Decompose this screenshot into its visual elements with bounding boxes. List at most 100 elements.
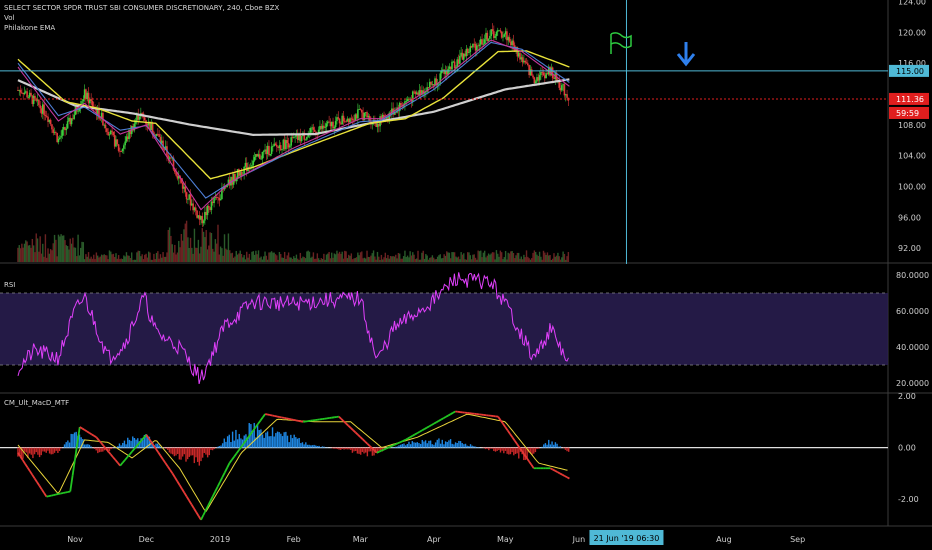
- candle-body[interactable]: [73, 114, 75, 119]
- candle-body[interactable]: [299, 133, 302, 142]
- candle-body[interactable]: [125, 136, 128, 142]
- candle-body[interactable]: [274, 143, 277, 145]
- candle-body[interactable]: [205, 211, 208, 216]
- candle-body[interactable]: [117, 144, 120, 151]
- candle-body[interactable]: [346, 118, 349, 122]
- candle-body[interactable]: [69, 117, 72, 125]
- candle-body[interactable]: [91, 101, 94, 107]
- candle-body[interactable]: [311, 127, 313, 129]
- candle-body[interactable]: [304, 139, 307, 141]
- candle-body[interactable]: [146, 124, 149, 126]
- candle-body[interactable]: [523, 60, 525, 63]
- candle-body[interactable]: [157, 133, 159, 135]
- candle-body[interactable]: [65, 128, 68, 131]
- candle-body[interactable]: [198, 215, 201, 220]
- candle-body[interactable]: [213, 197, 215, 204]
- candle-body[interactable]: [137, 114, 140, 120]
- candle-body[interactable]: [279, 145, 282, 151]
- macd-pane[interactable]: [0, 410, 888, 521]
- candle-body[interactable]: [193, 207, 196, 211]
- candle-body[interactable]: [498, 30, 500, 32]
- candle-body[interactable]: [277, 146, 279, 149]
- candle-body[interactable]: [214, 196, 217, 198]
- candle-body[interactable]: [44, 115, 47, 116]
- candle-body[interactable]: [504, 31, 507, 35]
- candle-body[interactable]: [387, 116, 389, 120]
- candle-body[interactable]: [31, 95, 34, 104]
- candle-body[interactable]: [57, 138, 60, 143]
- candle-body[interactable]: [470, 46, 473, 48]
- candle-body[interactable]: [36, 99, 39, 101]
- candle-body[interactable]: [158, 134, 160, 137]
- candle-body[interactable]: [82, 99, 85, 102]
- candle-body[interactable]: [438, 82, 440, 84]
- candle-body[interactable]: [559, 87, 562, 91]
- candle-body[interactable]: [499, 30, 502, 32]
- candle-body[interactable]: [364, 112, 367, 113]
- candle-body[interactable]: [481, 39, 483, 45]
- candle-body[interactable]: [414, 91, 417, 94]
- candle-body[interactable]: [86, 92, 89, 100]
- candle-body[interactable]: [473, 43, 476, 45]
- candle-body[interactable]: [468, 51, 470, 53]
- candle-body[interactable]: [172, 157, 175, 170]
- candle-body[interactable]: [427, 87, 430, 88]
- candle-body[interactable]: [328, 121, 330, 123]
- candle-body[interactable]: [457, 59, 460, 64]
- candle-body[interactable]: [332, 121, 334, 129]
- candle-body[interactable]: [27, 97, 30, 99]
- candle-body[interactable]: [138, 116, 141, 120]
- candle-body[interactable]: [551, 67, 554, 79]
- candle-body[interactable]: [511, 40, 513, 46]
- candle-body[interactable]: [262, 151, 265, 152]
- rsi-pane[interactable]: [0, 272, 888, 385]
- candle-body[interactable]: [400, 102, 402, 106]
- candle-body[interactable]: [465, 48, 468, 57]
- candle-body[interactable]: [159, 136, 162, 144]
- candle-body[interactable]: [537, 77, 540, 81]
- candle-body[interactable]: [472, 43, 474, 48]
- candle-body[interactable]: [51, 124, 53, 130]
- candle-body[interactable]: [235, 178, 238, 182]
- candle-body[interactable]: [359, 109, 362, 111]
- candle-body[interactable]: [121, 148, 124, 152]
- candle-body[interactable]: [426, 87, 428, 92]
- candle-body[interactable]: [206, 205, 209, 216]
- candle-body[interactable]: [503, 34, 506, 37]
- candle-body[interactable]: [353, 120, 355, 122]
- candle-body[interactable]: [367, 115, 370, 118]
- candle-body[interactable]: [550, 67, 553, 76]
- crosshair-time-tag[interactable]: [589, 530, 664, 545]
- candle-body[interactable]: [264, 149, 266, 152]
- candle-body[interactable]: [435, 78, 438, 86]
- candle-body[interactable]: [23, 92, 26, 95]
- candle-body[interactable]: [542, 72, 545, 76]
- candle-body[interactable]: [143, 117, 146, 121]
- candle-body[interactable]: [22, 93, 24, 95]
- candle-body[interactable]: [19, 90, 22, 93]
- candle-body[interactable]: [553, 78, 555, 80]
- candle-body[interactable]: [512, 40, 515, 46]
- candle-body[interactable]: [453, 61, 456, 69]
- candle-body[interactable]: [160, 140, 163, 144]
- candle-body[interactable]: [32, 95, 35, 104]
- candle-body[interactable]: [109, 130, 112, 135]
- candle-body[interactable]: [72, 118, 74, 120]
- candle-body[interactable]: [432, 84, 435, 86]
- candle-body[interactable]: [324, 127, 326, 128]
- candle-body[interactable]: [404, 101, 406, 105]
- candle-body[interactable]: [234, 173, 236, 182]
- candle-body[interactable]: [517, 52, 520, 57]
- candle-body[interactable]: [313, 129, 316, 132]
- candle-body[interactable]: [546, 73, 549, 75]
- candle-body[interactable]: [238, 169, 240, 176]
- candle-body[interactable]: [354, 114, 357, 121]
- candle-body[interactable]: [502, 36, 504, 38]
- candle-body[interactable]: [119, 150, 121, 152]
- candle-body[interactable]: [49, 119, 52, 125]
- time-axis[interactable]: Nov Dec 2019 Feb Mar Apr May Jun Aug Sep 21 Jun '1…: [67, 530, 805, 545]
- candle-body[interactable]: [286, 140, 289, 144]
- candle-body[interactable]: [191, 203, 193, 206]
- candlesticks[interactable]: [17, 23, 570, 228]
- candle-body[interactable]: [61, 129, 64, 136]
